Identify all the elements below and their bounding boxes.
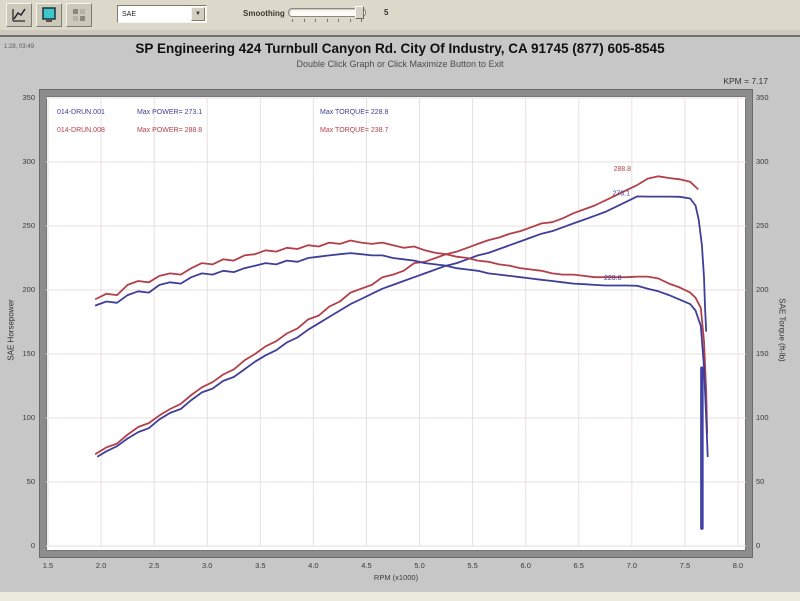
y-tick-label: 300 <box>22 157 35 166</box>
correction-dropdown[interactable]: SAE ▼ <box>117 5 207 23</box>
y-tick-label: 200 <box>756 285 769 294</box>
x-tick-label: 7.5 <box>679 561 691 570</box>
toolbar-button-display[interactable] <box>36 3 62 27</box>
y-tick-label: 150 <box>756 349 769 358</box>
max-value-label: 228.8 <box>604 275 622 282</box>
y-tick-label: 150 <box>22 349 35 358</box>
legend-max-torque: Max TORQUE= 228.8 <box>320 109 389 116</box>
x-tick-label: 6.0 <box>520 561 531 570</box>
correction-dropdown-value: SAE <box>122 11 137 18</box>
series-run-001-torque <box>94 252 709 458</box>
toolbar-button-graph[interactable] <box>6 3 32 27</box>
smoothing-label: Smoothing <box>243 9 285 18</box>
legend-run-name: 014-DRUN.008 <box>57 127 105 134</box>
x-tick-label: 5.5 <box>467 561 478 570</box>
y-tick-label: 0 <box>30 541 35 550</box>
max-value-label: 273.1 <box>612 190 630 197</box>
bottom-strip <box>0 592 800 601</box>
smoothing-slider[interactable] <box>288 6 372 23</box>
y-tick-label: 50 <box>26 477 35 486</box>
slider-thumb[interactable] <box>355 6 364 19</box>
legend-row: 014-DRUN.001 Max POWER= 273.1 Max TORQUE… <box>57 109 617 119</box>
x-tick-label: 2.0 <box>95 561 107 570</box>
page-subtitle: Double Click Graph or Click Maximize But… <box>296 59 504 69</box>
y-tick-label: 0 <box>756 541 761 550</box>
x-axis-title: RPM (x1000) <box>373 573 419 582</box>
max-value-label: 288.8 <box>614 166 632 173</box>
grid-icon <box>73 9 85 21</box>
slider-track[interactable] <box>288 8 366 17</box>
y-tick-label: 350 <box>22 93 35 102</box>
x-tick-label: 3.5 <box>255 561 266 570</box>
y-tick-label: 300 <box>756 157 769 166</box>
chart-window: 1:28, 03:49 SP Engineering 424 Turnbull … <box>0 37 800 592</box>
toolbar-button-grid[interactable] <box>66 3 92 27</box>
y-tick-label: 250 <box>756 221 769 230</box>
y-tick-label: 350 <box>756 93 769 102</box>
x-tick-label: 3.0 <box>202 561 213 570</box>
x-tick-label: 8.0 <box>732 561 744 570</box>
x-tick-label: 6.5 <box>573 561 584 570</box>
x-tick-label: 4.0 <box>308 561 319 570</box>
series-run-008-torque <box>94 239 709 435</box>
window-separator <box>0 30 800 37</box>
y-tick-label: 250 <box>22 221 35 230</box>
x-tick-label: 1.5 <box>42 561 54 570</box>
x-tick-label: 2.5 <box>148 561 160 570</box>
legend-max-torque: Max TORQUE= 238.7 <box>320 127 389 134</box>
graph-icon <box>12 8 26 22</box>
dyno-plot[interactable]: 288.8 273.1 228.8 014-DRUN.001 Max POWER= … <box>40 90 752 557</box>
y-tick-label: 50 <box>756 477 765 486</box>
legend-max-power: Max POWER= 273.1 <box>136 109 203 116</box>
slider-ticks <box>292 19 362 22</box>
toolbar: SAE ▼ Smoothing 5 <box>0 0 800 30</box>
x-tick-label: 4.5 <box>361 561 372 570</box>
dyno-plot-svg: 288.8 273.1 228.8 <box>46 97 746 547</box>
legend-max-power: Max POWER= 288.8 <box>136 127 203 134</box>
series-run-008-power <box>94 175 699 455</box>
page-title: SP Engineering 424 Turnbull Canyon Rd. C… <box>135 41 665 56</box>
display-icon <box>42 7 56 22</box>
y-tick-label: 200 <box>22 285 35 294</box>
timestamp: 1:28, 03:49 <box>4 44 35 50</box>
x-tick-label: 7.0 <box>626 561 638 570</box>
y-tick-label: 100 <box>756 413 769 422</box>
smoothing-value: 5 <box>384 8 389 17</box>
legend-row: 014-DRUN.008 Max POWER= 288.8 Max TORQUE… <box>57 127 617 137</box>
x-tick-label: 5.0 <box>414 561 425 570</box>
y-tick-label: 100 <box>22 413 35 422</box>
series-run-001-power <box>97 195 708 458</box>
dropdown-arrow-icon[interactable]: ▼ <box>191 7 205 21</box>
legend-run-name: 014-DRUN.001 <box>57 109 105 116</box>
rpm-readout: KPM = 7.17 <box>723 76 768 86</box>
